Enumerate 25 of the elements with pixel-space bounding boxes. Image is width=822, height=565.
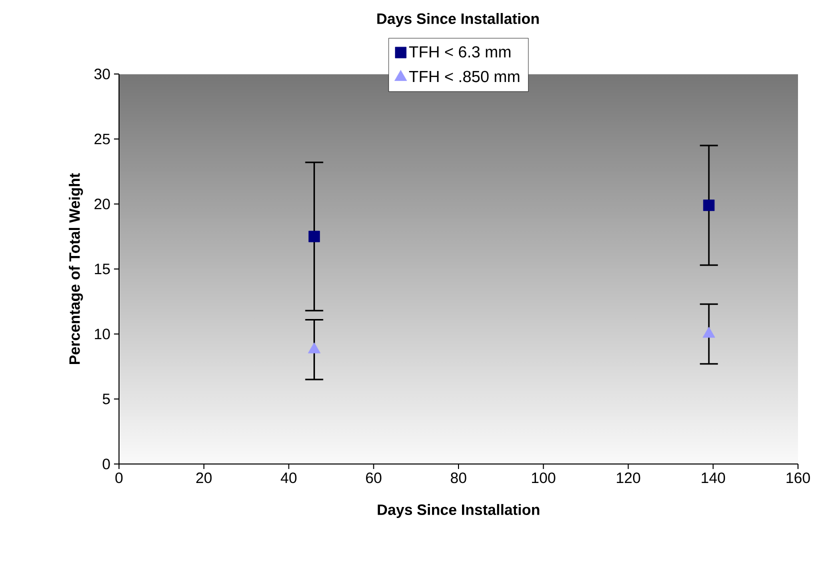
x-tick-label: 0 bbox=[115, 472, 123, 484]
x-tick-label: 160 bbox=[786, 472, 810, 484]
y-tick-label: 25 bbox=[94, 134, 110, 144]
x-tick-label: 80 bbox=[450, 472, 466, 484]
x-tick-label: 40 bbox=[280, 472, 296, 484]
x-tick-label: 60 bbox=[366, 472, 382, 484]
x-tick-label: 140 bbox=[702, 472, 726, 484]
point bbox=[308, 342, 320, 354]
point bbox=[702, 326, 716, 338]
y-tick-label: 15 bbox=[94, 264, 110, 274]
legend-label: TFH < .850 mm bbox=[409, 70, 520, 82]
point bbox=[703, 200, 715, 211]
y-tick-label: 10 bbox=[94, 328, 110, 340]
x-axis-title: Days Since Installation bbox=[378, 504, 540, 518]
x-tick-label: 20 bbox=[196, 472, 212, 484]
chart-title: Days Since Installation bbox=[377, 13, 539, 27]
x-tick-label: 100 bbox=[532, 472, 556, 484]
x-tick-label: 120 bbox=[616, 472, 640, 484]
point bbox=[308, 230, 320, 242]
legend-label: TFH < 6.3 mm bbox=[409, 46, 510, 58]
y-tick-label: 30 bbox=[94, 68, 110, 80]
y-axis-title: Percentage of Total Weight bbox=[68, 173, 83, 364]
y-tick-label: 0 bbox=[102, 458, 110, 470]
y-tick-label: 20 bbox=[94, 198, 110, 210]
y-tick-label: 5 bbox=[102, 394, 110, 404]
